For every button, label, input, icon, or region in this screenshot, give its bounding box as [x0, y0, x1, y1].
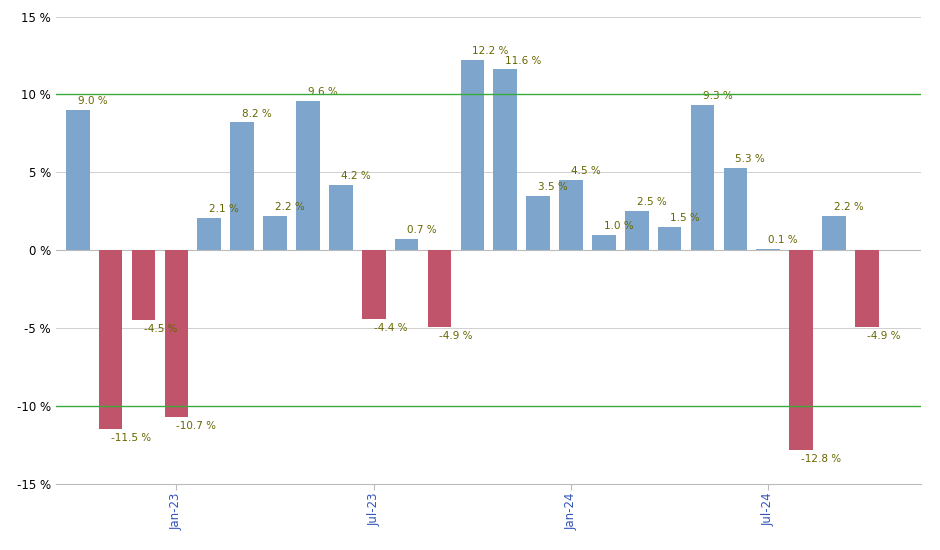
Text: -11.5 %: -11.5 % [111, 433, 150, 443]
Text: 2.1 %: 2.1 % [210, 204, 239, 213]
Bar [197, 217, 221, 250]
Text: 0.1 %: 0.1 % [768, 235, 798, 245]
Bar [790, 250, 813, 450]
Bar [296, 101, 320, 250]
Bar [428, 250, 451, 327]
Text: 9.0 %: 9.0 % [78, 96, 107, 106]
Bar [362, 250, 385, 319]
Text: 12.2 %: 12.2 % [473, 46, 509, 56]
Text: 3.5 %: 3.5 % [538, 182, 568, 192]
Bar [66, 110, 89, 250]
Bar [526, 196, 550, 250]
Bar [164, 250, 188, 417]
Bar [691, 106, 714, 250]
Text: 1.5 %: 1.5 % [669, 213, 699, 223]
Text: 5.3 %: 5.3 % [735, 154, 765, 164]
Text: 2.2 %: 2.2 % [834, 202, 864, 212]
Text: -4.9 %: -4.9 % [440, 331, 473, 340]
Bar [99, 250, 122, 430]
Bar [329, 185, 352, 250]
Text: 8.2 %: 8.2 % [243, 108, 272, 119]
Text: -4.5 %: -4.5 % [144, 324, 177, 334]
Bar [230, 123, 254, 250]
Bar [494, 69, 517, 250]
Bar [132, 250, 155, 320]
Text: -12.8 %: -12.8 % [801, 454, 841, 464]
Bar [461, 60, 484, 250]
Bar [724, 168, 747, 250]
Text: 2.2 %: 2.2 % [275, 202, 305, 212]
Text: 2.5 %: 2.5 % [636, 197, 666, 207]
Text: -4.9 %: -4.9 % [867, 331, 901, 340]
Bar [592, 235, 616, 250]
Bar [559, 180, 583, 250]
Text: 1.0 %: 1.0 % [603, 221, 634, 231]
Text: 4.2 %: 4.2 % [341, 171, 370, 181]
Bar [395, 239, 418, 250]
Text: 11.6 %: 11.6 % [505, 56, 541, 65]
Bar [658, 227, 682, 250]
Bar [625, 211, 649, 250]
Bar [757, 249, 780, 250]
Text: 9.3 %: 9.3 % [702, 91, 732, 101]
Text: 4.5 %: 4.5 % [571, 166, 601, 176]
Bar [855, 250, 879, 327]
Bar [822, 216, 846, 250]
Text: 9.6 %: 9.6 % [308, 87, 337, 97]
Text: -4.4 %: -4.4 % [374, 323, 407, 333]
Text: 0.7 %: 0.7 % [407, 226, 436, 235]
Text: -10.7 %: -10.7 % [177, 421, 216, 431]
Bar [263, 216, 287, 250]
